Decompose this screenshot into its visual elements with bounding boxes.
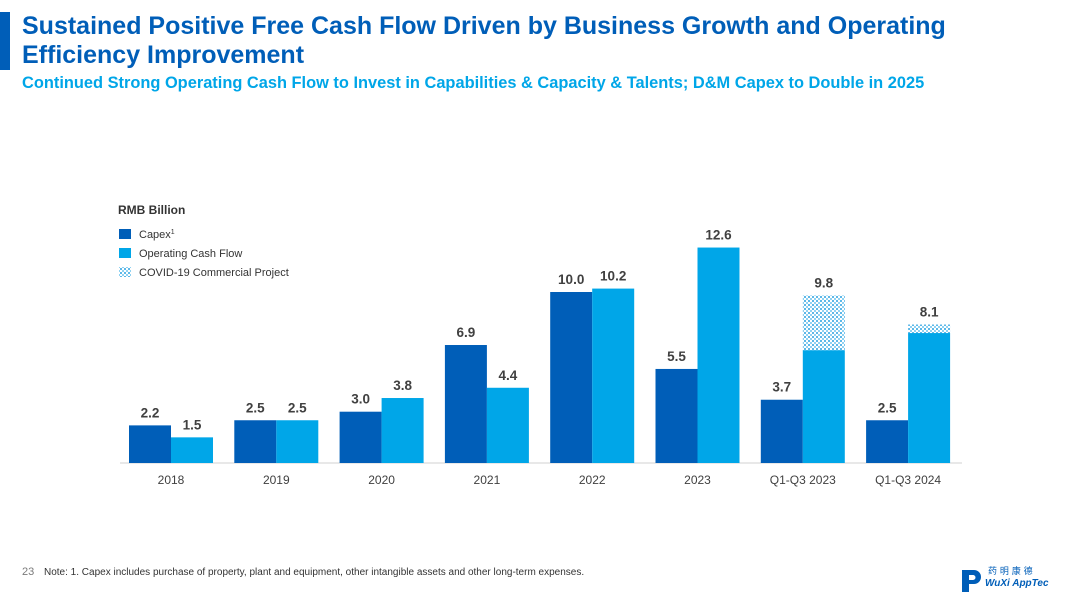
bars [129, 247, 951, 463]
data-label-ocf-2: 3.8 [393, 378, 412, 393]
data-label-capex-4: 10.0 [558, 272, 584, 287]
x-tick-label-5: 2023 [684, 473, 711, 487]
bar-capex-4 [550, 292, 593, 463]
data-label-ocf-1: 2.5 [288, 400, 307, 415]
title-accent-bar [0, 12, 10, 70]
data-label-capex-7: 2.5 [878, 400, 897, 415]
logo-english-text: WuXi AppTec [985, 578, 1049, 589]
bar-capex-0 [129, 425, 171, 463]
bar-covid-6 [802, 295, 845, 351]
page-title: Sustained Positive Free Cash Flow Driven… [22, 12, 946, 69]
data-label-ocf-0: 1.5 [183, 417, 202, 432]
x-tick-label-6: Q1-Q3 2023 [770, 473, 836, 487]
data-label-ocf-4: 10.2 [600, 269, 626, 284]
footnote: Note: 1. Capex includes purchase of prop… [44, 567, 585, 578]
data-label-capex-0: 2.2 [141, 405, 160, 420]
bar-ocf-2 [381, 398, 424, 463]
legend-label-covid: COVID-19 Commercial Project [139, 267, 289, 279]
bar-capex-1 [234, 420, 277, 463]
x-tick-label-3: 2021 [474, 473, 501, 487]
data-label-ocf-7: 8.1 [920, 304, 939, 319]
logo-chinese-text: 药 明 康 德 [988, 565, 1033, 577]
legend-capex-text: Capex [139, 229, 171, 241]
bar-ocf-6 [802, 350, 845, 463]
page-subtitle: Continued Strong Operating Cash Flow to … [22, 74, 925, 92]
unit-label: RMB Billion [118, 203, 185, 217]
x-tick-label-4: 2022 [579, 473, 606, 487]
bar-covid-7 [908, 324, 951, 334]
data-label-capex-2: 3.0 [351, 392, 370, 407]
legend-label-capex: Capex1 [139, 229, 175, 241]
data-labels: 2.2 1.5 2.5 2.5 3.0 3.8 6.9 4.4 10.0 10.2 5.5 12.6 3… [141, 228, 939, 433]
legend-swatch-capex [119, 229, 131, 239]
legend-capex-footnote: 1 [171, 229, 175, 236]
data-label-ocf-6: 9.8 [814, 275, 833, 290]
bar-capex-3 [444, 345, 487, 463]
bar-ocf-7 [908, 333, 951, 463]
logo-mark-icon [962, 570, 981, 592]
bar-ocf-0 [171, 437, 213, 463]
bar-ocf-1 [276, 420, 319, 463]
wuxi-apptec-logo: 药 明 康 德 [962, 565, 1033, 592]
legend-label-ocf: Operating Cash Flow [139, 248, 242, 260]
data-label-capex-3: 6.9 [457, 325, 476, 340]
bar-ocf-5 [697, 247, 740, 463]
page-number: 23 [22, 566, 35, 578]
x-tick-label-2: 2020 [368, 473, 395, 487]
data-label-capex-6: 3.7 [772, 380, 791, 395]
legend-swatch-ocf [119, 248, 131, 258]
legend: Capex1 Operating Cash Flow COVID-19 Comm… [119, 229, 289, 279]
data-label-ocf-5: 12.6 [705, 228, 732, 243]
bar-ocf-4 [592, 288, 635, 463]
x-tick-label-1: 2019 [263, 473, 290, 487]
chart: RMB Billion Capex1 Operating Cash Flow C… [118, 203, 962, 487]
bar-capex-2 [339, 411, 382, 463]
x-axis-tick-labels: 2018 2019 2020 2021 2022 2023 Q1-Q3 2023 Q1-Q3 … [158, 473, 942, 487]
bar-capex-7 [866, 420, 909, 463]
bar-capex-6 [760, 399, 803, 463]
data-label-ocf-3: 4.4 [499, 368, 518, 383]
x-tick-label-0: 2018 [158, 473, 185, 487]
bar-capex-5 [655, 368, 698, 463]
data-label-capex-1: 2.5 [246, 400, 265, 415]
data-label-capex-5: 5.5 [667, 349, 686, 364]
bar-ocf-3 [486, 387, 529, 463]
x-tick-label-7: Q1-Q3 2024 [875, 473, 941, 487]
legend-swatch-covid [119, 267, 131, 277]
